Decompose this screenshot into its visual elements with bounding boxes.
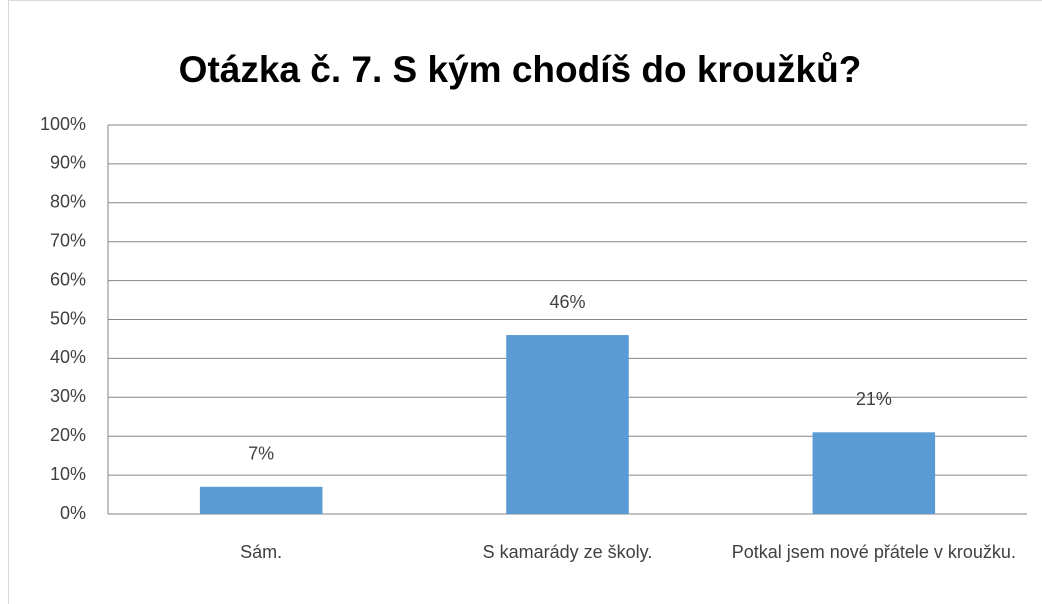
y-tick-label: 30% — [50, 386, 86, 406]
y-tick-label: 60% — [50, 269, 86, 289]
y-tick-label: 20% — [50, 425, 86, 445]
y-tick-label: 50% — [50, 308, 86, 328]
y-tick-label: 40% — [50, 347, 86, 367]
y-tick-label: 70% — [50, 230, 86, 250]
data-label: 7% — [248, 444, 274, 464]
x-tick-label: Sám. — [240, 542, 283, 562]
chart-border — [8, 0, 1042, 604]
y-tick-label: 80% — [50, 192, 86, 212]
x-tick-label: Potkal jsem nové přátele v kroužku. — [731, 542, 1016, 562]
bar — [199, 486, 323, 514]
y-tick-label: 90% — [50, 153, 86, 173]
x-tick-label: S kamarády ze školy. — [482, 542, 653, 562]
bar — [812, 432, 936, 514]
y-tick-label: 100% — [40, 114, 86, 134]
data-label: 46% — [549, 292, 585, 312]
chart-title: Otázka č. 7. S kým chodíš do kroužků? — [179, 49, 862, 90]
y-tick-label: 0% — [60, 503, 86, 523]
y-tick-label: 10% — [50, 464, 86, 484]
bar — [506, 335, 629, 514]
data-label: 21% — [856, 389, 892, 409]
